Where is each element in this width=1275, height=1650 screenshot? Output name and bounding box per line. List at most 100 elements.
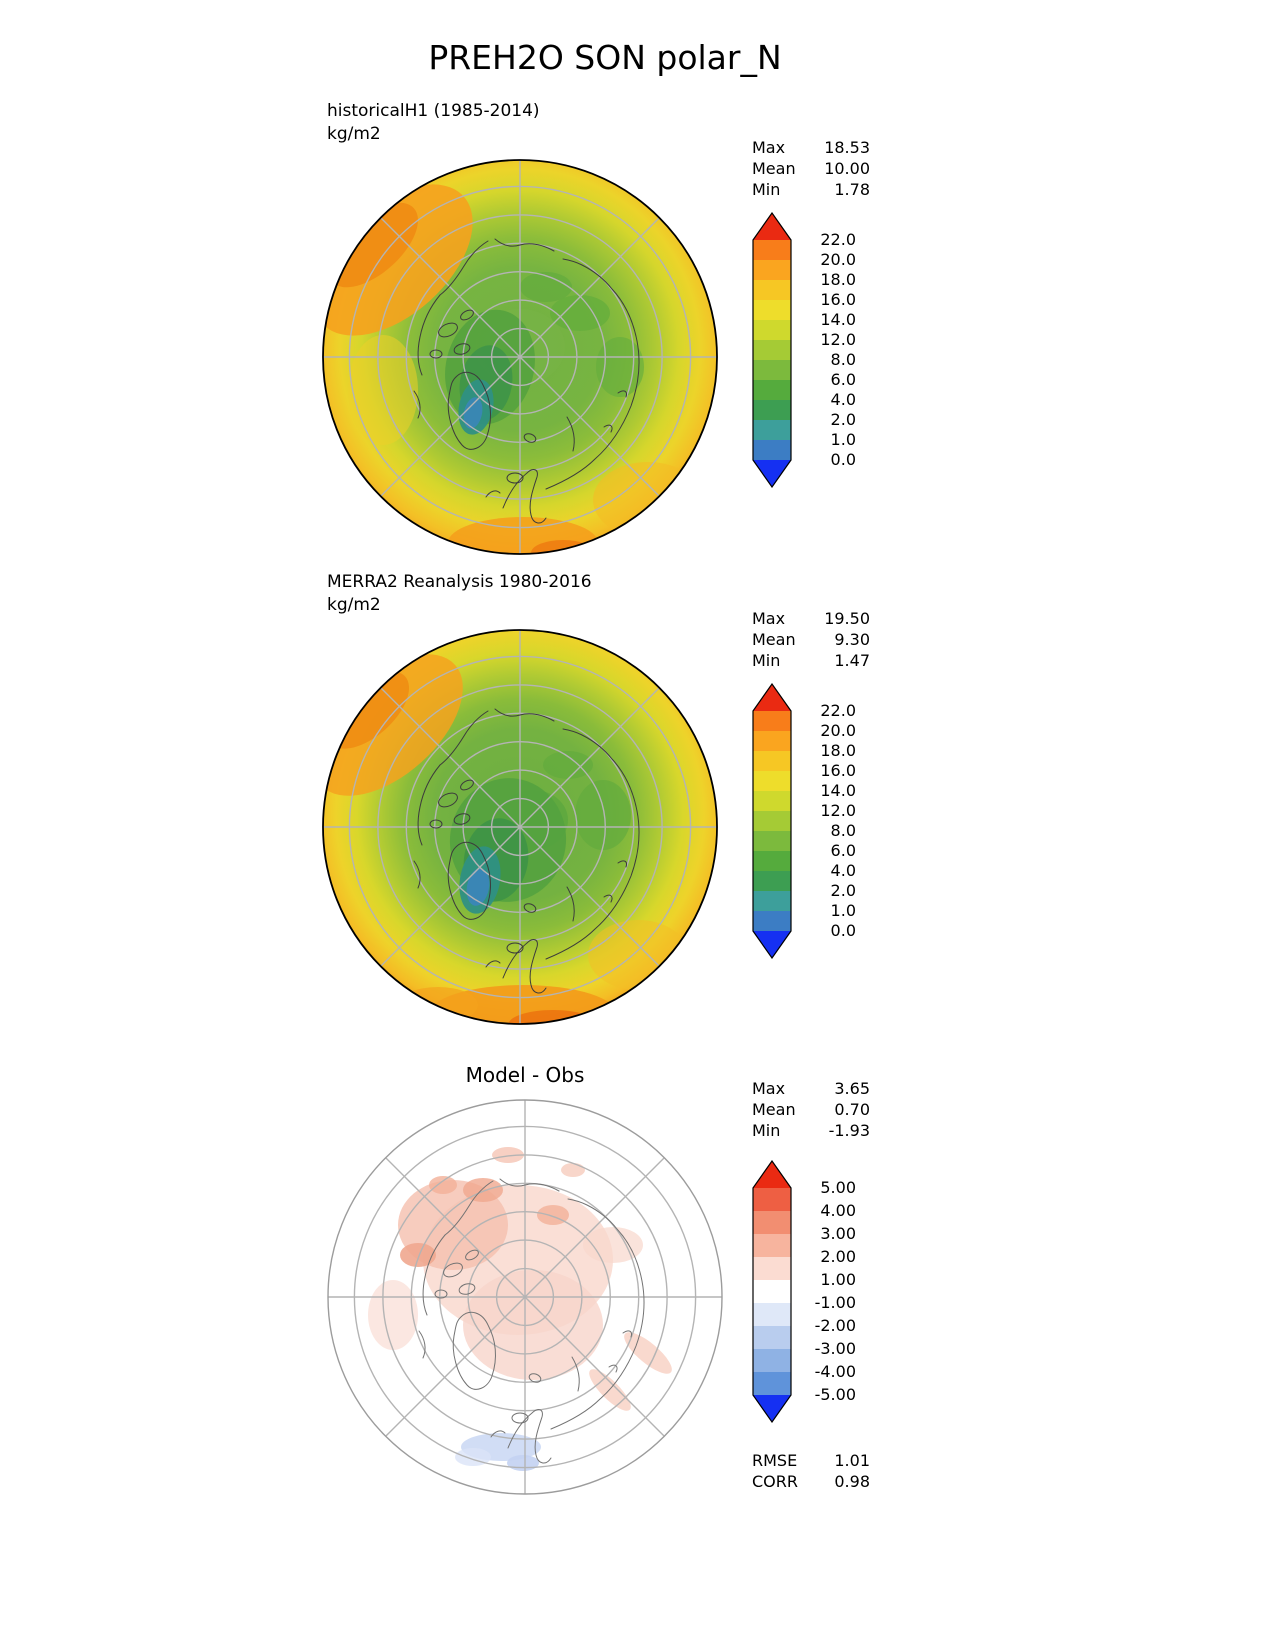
colorbar-tick: 12.0 bbox=[820, 801, 856, 820]
panel3-metrics: RMSE 1.01 CORR 0.98 bbox=[752, 1450, 870, 1492]
stat-value: 18.53 bbox=[824, 138, 870, 157]
colorbar-segment bbox=[753, 1372, 791, 1395]
metric-label: RMSE bbox=[752, 1451, 798, 1470]
map-model bbox=[322, 159, 718, 555]
stat-label: Min bbox=[752, 1121, 781, 1140]
stat-row-min: Min 1.78 bbox=[752, 179, 870, 200]
panel1-stats: Max 18.53 Mean 10.00 Min 1.78 bbox=[752, 137, 870, 200]
stat-value: 1.47 bbox=[834, 651, 870, 670]
panel1-units: kg/m2 bbox=[327, 124, 381, 144]
colorbar-tick: 0.0 bbox=[830, 921, 856, 940]
colorbar-segment bbox=[753, 240, 791, 260]
panel3-stats: Max 3.65 Mean 0.70 Min -1.93 bbox=[752, 1078, 870, 1141]
stat-label: Min bbox=[752, 651, 781, 670]
colorbar-tick: 8.0 bbox=[830, 821, 856, 840]
colorbar-tick: 22.0 bbox=[820, 230, 856, 249]
colorbar-segment bbox=[753, 791, 791, 811]
colorbar-tick: 22.0 bbox=[820, 701, 856, 720]
stat-value: -1.93 bbox=[828, 1121, 870, 1140]
graticule bbox=[322, 629, 718, 1025]
metric-label: CORR bbox=[752, 1472, 798, 1491]
map-reference bbox=[322, 629, 718, 1025]
colorbar-tick: 5.00 bbox=[820, 1178, 856, 1197]
colorbar-tick: -4.00 bbox=[814, 1362, 856, 1381]
colorbar-segment bbox=[753, 300, 791, 320]
colorbar-extend-over bbox=[753, 684, 791, 711]
colorbar-tick: 4.0 bbox=[830, 390, 856, 409]
colorbar-tick: 16.0 bbox=[820, 761, 856, 780]
colorbar-segment bbox=[753, 1349, 791, 1372]
colorbar-tick: 12.0 bbox=[820, 330, 856, 349]
panel2-units: kg/m2 bbox=[327, 595, 381, 615]
metric-value: 1.01 bbox=[834, 1451, 870, 1470]
panel1-label: historicalH1 (1985-2014) bbox=[327, 101, 540, 121]
colorbar-tick: 0.0 bbox=[830, 450, 856, 469]
colorbar-segment bbox=[753, 280, 791, 300]
panel2-label: MERRA2 Reanalysis 1980-2016 bbox=[327, 572, 592, 592]
colorbar-segment bbox=[753, 1257, 791, 1280]
metric-row-rmse: RMSE 1.01 bbox=[752, 1450, 870, 1471]
colorbar-segment bbox=[753, 260, 791, 280]
colorbar-segment bbox=[753, 360, 791, 380]
colorbar-segment bbox=[753, 400, 791, 420]
colorbar-segment bbox=[753, 871, 791, 891]
figure-title: PREH2O SON polar_N bbox=[428, 38, 782, 77]
stat-label: Max bbox=[752, 138, 786, 157]
colorbar-segment bbox=[753, 420, 791, 440]
colorbar-tick: 20.0 bbox=[820, 250, 856, 269]
metric-value: 0.98 bbox=[834, 1472, 870, 1491]
stat-row-mean: Mean 10.00 bbox=[752, 158, 870, 179]
metric-row-corr: CORR 0.98 bbox=[752, 1471, 870, 1492]
panel2-stats: Max 19.50 Mean 9.30 Min 1.47 bbox=[752, 608, 870, 671]
stat-label: Min bbox=[752, 180, 781, 199]
map-boundary bbox=[322, 629, 718, 1025]
colorbar-tick: 16.0 bbox=[820, 290, 856, 309]
graticule bbox=[327, 1099, 723, 1495]
stat-label: Max bbox=[752, 609, 786, 628]
colorbar-extend-under bbox=[753, 460, 791, 487]
colorbar-tick: 6.0 bbox=[830, 841, 856, 860]
colorbar-tick: -2.00 bbox=[814, 1316, 856, 1335]
colorbar-segment bbox=[753, 380, 791, 400]
stat-value: 1.78 bbox=[834, 180, 870, 199]
stat-value: 9.30 bbox=[834, 630, 870, 649]
stat-label: Mean bbox=[752, 159, 796, 178]
stat-label: Max bbox=[752, 1079, 786, 1098]
colorbar-reference bbox=[752, 683, 792, 959]
colorbar-tick: 20.0 bbox=[820, 721, 856, 740]
stat-value: 10.00 bbox=[824, 159, 870, 178]
stat-label: Mean bbox=[752, 630, 796, 649]
colorbar-segment bbox=[753, 440, 791, 460]
map-boundary bbox=[327, 1099, 723, 1495]
colorbar-segment bbox=[753, 831, 791, 851]
colorbar-segment bbox=[753, 1303, 791, 1326]
colorbar-extend-under bbox=[753, 1395, 791, 1422]
colorbar-tick: 3.00 bbox=[820, 1224, 856, 1243]
colorbar-segment bbox=[753, 1280, 791, 1303]
graticule bbox=[322, 159, 718, 555]
colorbar-tick: 2.00 bbox=[820, 1247, 856, 1266]
colorbar-segment bbox=[753, 891, 791, 911]
colorbar-segment bbox=[753, 811, 791, 831]
colorbar-extend-over bbox=[753, 213, 791, 240]
colorbar-tick: -5.00 bbox=[814, 1385, 856, 1404]
colorbar-segment bbox=[753, 731, 791, 751]
map-boundary bbox=[322, 159, 718, 555]
colorbar-outline bbox=[752, 1160, 792, 1423]
colorbar-outline bbox=[752, 683, 792, 959]
stat-row-max: Max 19.50 bbox=[752, 608, 870, 629]
colorbar-tick: 14.0 bbox=[820, 310, 856, 329]
colorbar-tick: 4.0 bbox=[830, 861, 856, 880]
stat-row-mean: Mean 9.30 bbox=[752, 629, 870, 650]
colorbar-segment bbox=[753, 1211, 791, 1234]
colorbar-segment bbox=[753, 340, 791, 360]
colorbar-tick: 18.0 bbox=[820, 741, 856, 760]
colorbar-segment bbox=[753, 1326, 791, 1349]
colorbar-tick: -3.00 bbox=[814, 1339, 856, 1358]
stat-row-min: Min -1.93 bbox=[752, 1120, 870, 1141]
colorbar-tick: 14.0 bbox=[820, 781, 856, 800]
colorbar-tick: 4.00 bbox=[820, 1201, 856, 1220]
colorbar-segment bbox=[753, 751, 791, 771]
colorbar-segment bbox=[753, 1234, 791, 1257]
